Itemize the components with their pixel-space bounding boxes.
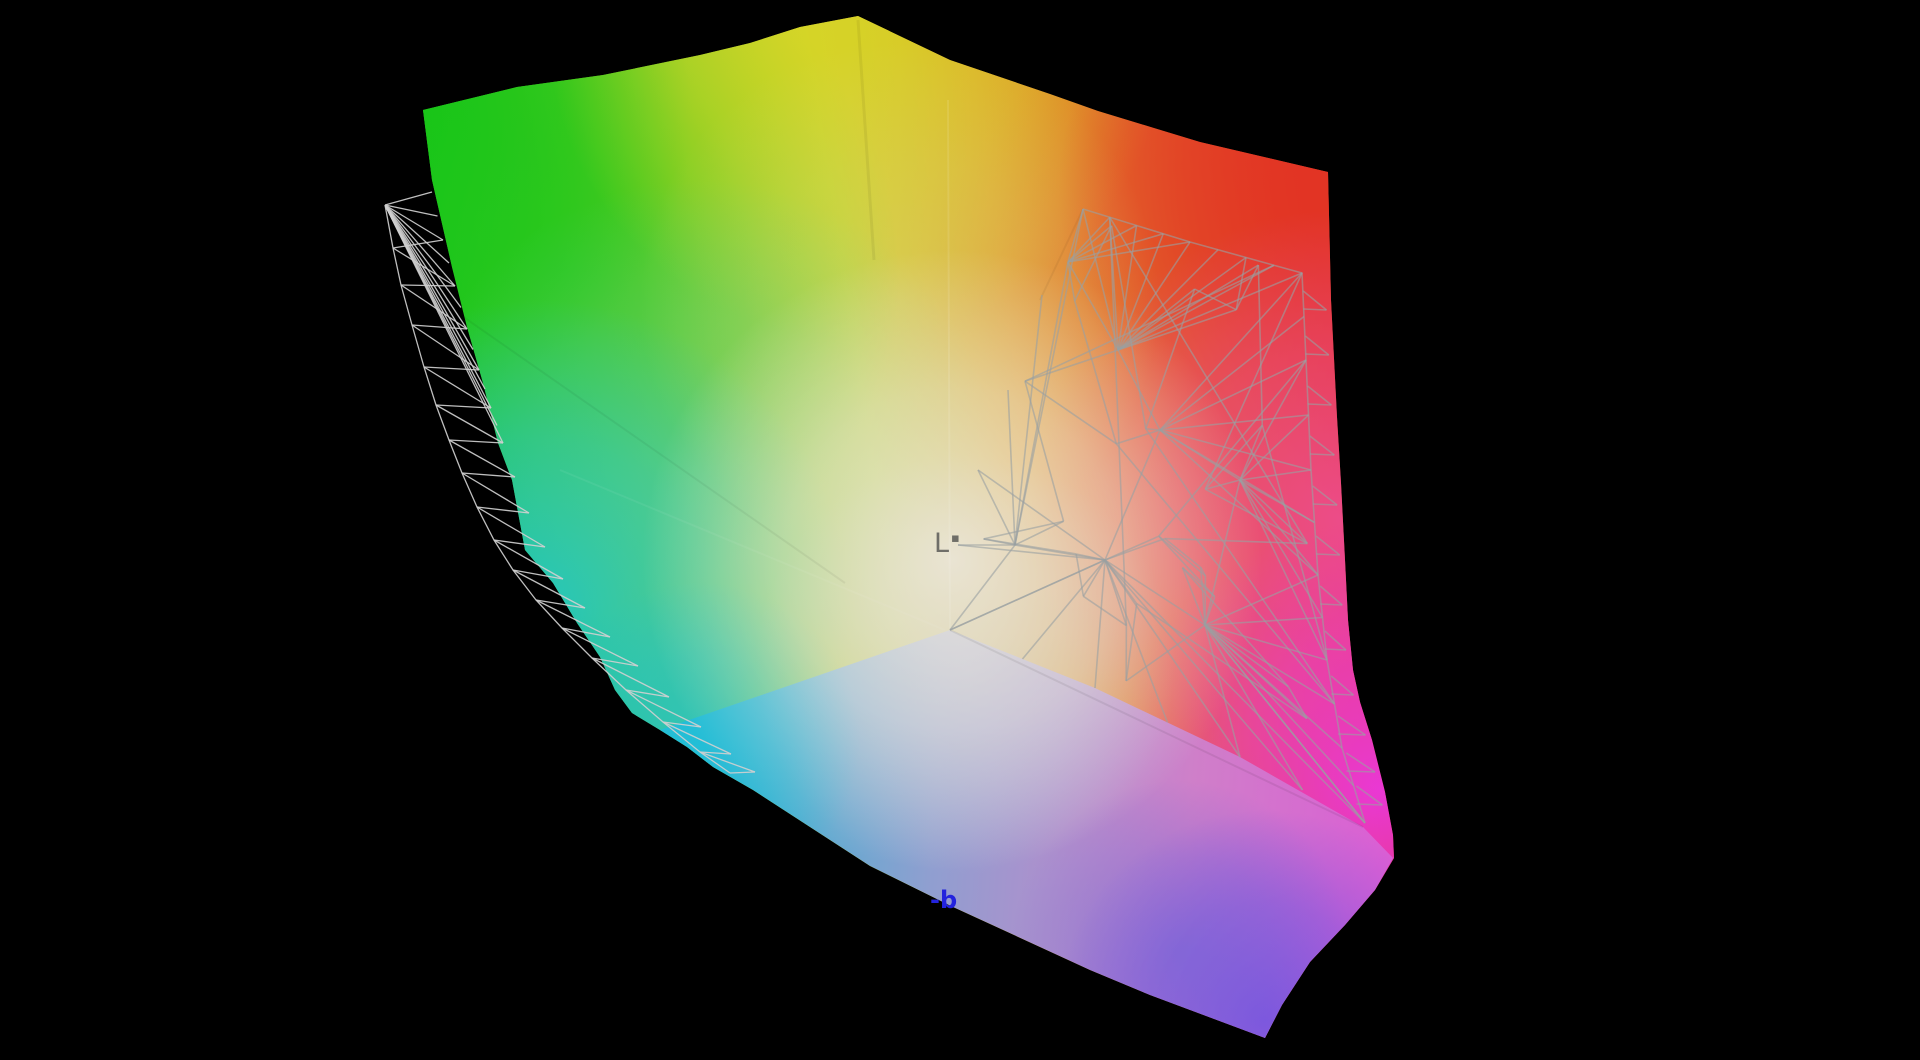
axis-label-minus-b: -b [930, 886, 958, 914]
lightness-marker-icon: ▪ [951, 531, 960, 546]
axis-label-lightness: L ▪ [934, 528, 960, 559]
